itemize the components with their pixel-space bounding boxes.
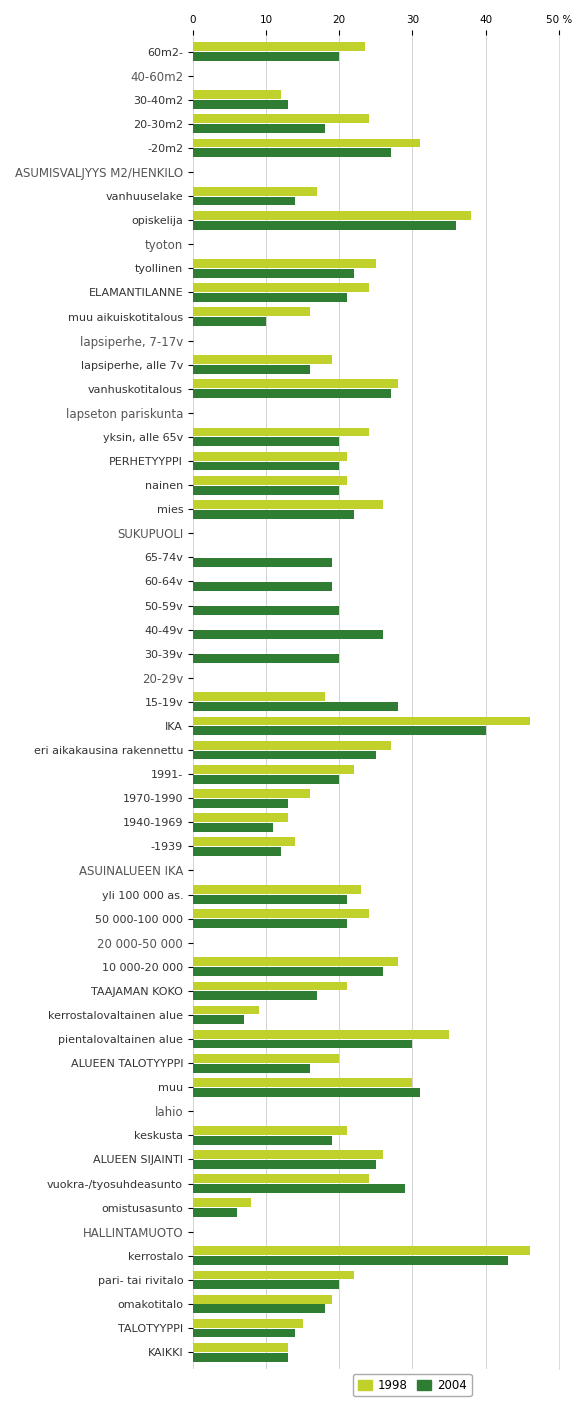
Bar bbox=[193, 1319, 303, 1327]
Bar bbox=[193, 211, 471, 220]
Bar bbox=[193, 428, 369, 437]
Bar bbox=[193, 1304, 325, 1313]
Bar bbox=[193, 1209, 237, 1217]
Bar bbox=[193, 968, 383, 976]
Bar bbox=[193, 475, 346, 485]
Bar bbox=[193, 838, 295, 846]
Bar bbox=[193, 1199, 251, 1207]
Bar bbox=[193, 258, 376, 268]
Bar bbox=[193, 1053, 339, 1063]
Bar bbox=[193, 775, 339, 783]
Bar bbox=[193, 197, 295, 205]
Legend: 1998, 2004: 1998, 2004 bbox=[353, 1374, 472, 1397]
Bar bbox=[193, 283, 369, 293]
Bar bbox=[193, 451, 346, 461]
Bar bbox=[193, 823, 274, 832]
Bar bbox=[193, 1136, 332, 1144]
Bar bbox=[193, 221, 456, 230]
Bar bbox=[193, 317, 266, 325]
Bar bbox=[193, 1063, 310, 1073]
Bar bbox=[193, 751, 376, 759]
Bar bbox=[193, 716, 529, 725]
Bar bbox=[193, 982, 346, 990]
Bar bbox=[193, 606, 339, 615]
Bar bbox=[193, 148, 390, 157]
Bar bbox=[193, 1329, 295, 1337]
Bar bbox=[193, 1016, 244, 1025]
Bar bbox=[193, 1150, 383, 1159]
Bar bbox=[193, 138, 420, 147]
Bar bbox=[193, 293, 346, 303]
Bar bbox=[193, 1126, 346, 1134]
Bar bbox=[193, 1160, 376, 1169]
Bar bbox=[193, 1030, 449, 1039]
Bar bbox=[193, 90, 281, 100]
Bar bbox=[193, 631, 383, 639]
Bar bbox=[193, 1353, 288, 1361]
Bar bbox=[193, 702, 398, 711]
Bar bbox=[193, 1343, 288, 1351]
Bar bbox=[193, 499, 383, 508]
Bar bbox=[193, 741, 390, 749]
Bar bbox=[193, 765, 354, 773]
Bar bbox=[193, 51, 339, 61]
Bar bbox=[193, 355, 332, 364]
Bar bbox=[193, 1294, 332, 1303]
Bar bbox=[193, 461, 339, 471]
Bar bbox=[193, 958, 398, 966]
Bar bbox=[193, 558, 332, 567]
Bar bbox=[193, 789, 310, 798]
Bar bbox=[193, 885, 361, 895]
Bar bbox=[193, 654, 339, 664]
Bar bbox=[193, 919, 346, 928]
Bar bbox=[193, 1039, 413, 1049]
Bar bbox=[193, 1087, 420, 1096]
Bar bbox=[193, 582, 332, 591]
Bar bbox=[193, 268, 354, 278]
Bar bbox=[193, 485, 339, 495]
Bar bbox=[193, 1006, 259, 1015]
Bar bbox=[193, 390, 390, 398]
Bar bbox=[193, 909, 369, 918]
Bar bbox=[193, 1174, 369, 1183]
Bar bbox=[193, 100, 288, 108]
Bar bbox=[193, 187, 318, 195]
Bar bbox=[193, 438, 339, 447]
Bar bbox=[193, 692, 325, 702]
Bar bbox=[193, 1256, 508, 1266]
Bar bbox=[193, 509, 354, 518]
Bar bbox=[193, 1077, 413, 1087]
Bar bbox=[193, 1246, 529, 1256]
Bar bbox=[193, 124, 325, 133]
Bar bbox=[193, 846, 281, 856]
Bar bbox=[193, 799, 288, 808]
Bar bbox=[193, 307, 310, 315]
Bar bbox=[193, 43, 365, 51]
Bar bbox=[193, 1280, 339, 1290]
Bar bbox=[193, 1184, 405, 1193]
Bar bbox=[193, 380, 398, 388]
Bar bbox=[193, 726, 485, 735]
Bar bbox=[193, 114, 369, 123]
Bar bbox=[193, 895, 346, 903]
Bar bbox=[193, 992, 318, 1000]
Bar bbox=[193, 365, 310, 374]
Bar bbox=[193, 813, 288, 822]
Bar bbox=[193, 1270, 354, 1280]
